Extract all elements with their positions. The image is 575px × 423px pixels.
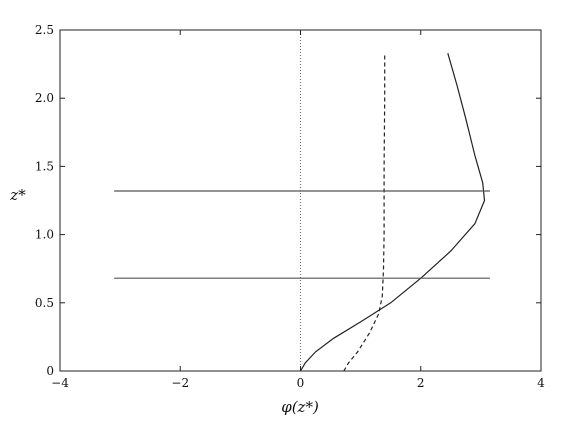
series-layer xyxy=(114,30,490,371)
y-tick-label: 2.0 xyxy=(35,91,54,105)
series-line-solid-0 xyxy=(301,53,485,371)
y-tick-label: 1.0 xyxy=(35,228,54,242)
y-tick-label: 0 xyxy=(46,364,54,378)
ticks-layer: −4 −2 0 2 4 0 0.5 1.0 1.5 2.0 2.5 xyxy=(35,23,545,390)
x-tick-label: 0 xyxy=(297,376,305,390)
y-tick-label: 1.5 xyxy=(35,159,54,173)
y-tick-label: 0.5 xyxy=(35,296,54,310)
x-tick-label: 2 xyxy=(417,376,425,390)
series-line-dashed-1 xyxy=(344,53,385,371)
y-tick-label: 2.5 xyxy=(35,23,54,37)
x-tick-label: −2 xyxy=(171,376,189,390)
x-tick-label: 4 xyxy=(537,376,545,390)
y-axis-title: z* xyxy=(9,186,26,204)
x-axis-title: φ(z*) xyxy=(281,398,319,416)
x-tick-label: −4 xyxy=(51,376,69,390)
